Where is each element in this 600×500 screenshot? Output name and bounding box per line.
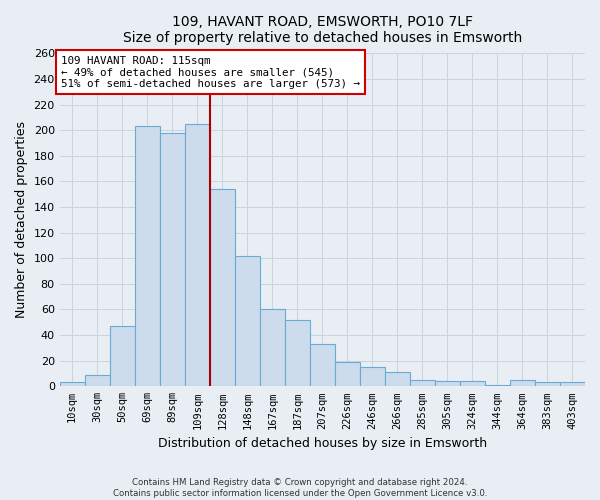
Bar <box>410 380 435 386</box>
Y-axis label: Number of detached properties: Number of detached properties <box>15 122 28 318</box>
Bar <box>59 382 85 386</box>
Bar <box>110 326 135 386</box>
Bar <box>260 310 285 386</box>
Bar <box>310 344 335 387</box>
X-axis label: Distribution of detached houses by size in Emsworth: Distribution of detached houses by size … <box>158 437 487 450</box>
Bar <box>485 385 510 386</box>
Bar <box>185 124 210 386</box>
Bar <box>360 367 385 386</box>
Bar <box>435 381 460 386</box>
Bar <box>285 320 310 386</box>
Text: Contains HM Land Registry data © Crown copyright and database right 2024.
Contai: Contains HM Land Registry data © Crown c… <box>113 478 487 498</box>
Bar <box>510 380 535 386</box>
Text: 109 HAVANT ROAD: 115sqm
← 49% of detached houses are smaller (545)
51% of semi-d: 109 HAVANT ROAD: 115sqm ← 49% of detache… <box>61 56 360 89</box>
Bar <box>460 381 485 386</box>
Bar <box>160 132 185 386</box>
Bar <box>335 362 360 386</box>
Title: 109, HAVANT ROAD, EMSWORTH, PO10 7LF
Size of property relative to detached house: 109, HAVANT ROAD, EMSWORTH, PO10 7LF Siz… <box>123 15 522 45</box>
Bar <box>385 372 410 386</box>
Bar <box>560 382 585 386</box>
Bar <box>535 382 560 386</box>
Bar <box>235 256 260 386</box>
Bar <box>210 189 235 386</box>
Bar <box>135 126 160 386</box>
Bar <box>85 375 110 386</box>
